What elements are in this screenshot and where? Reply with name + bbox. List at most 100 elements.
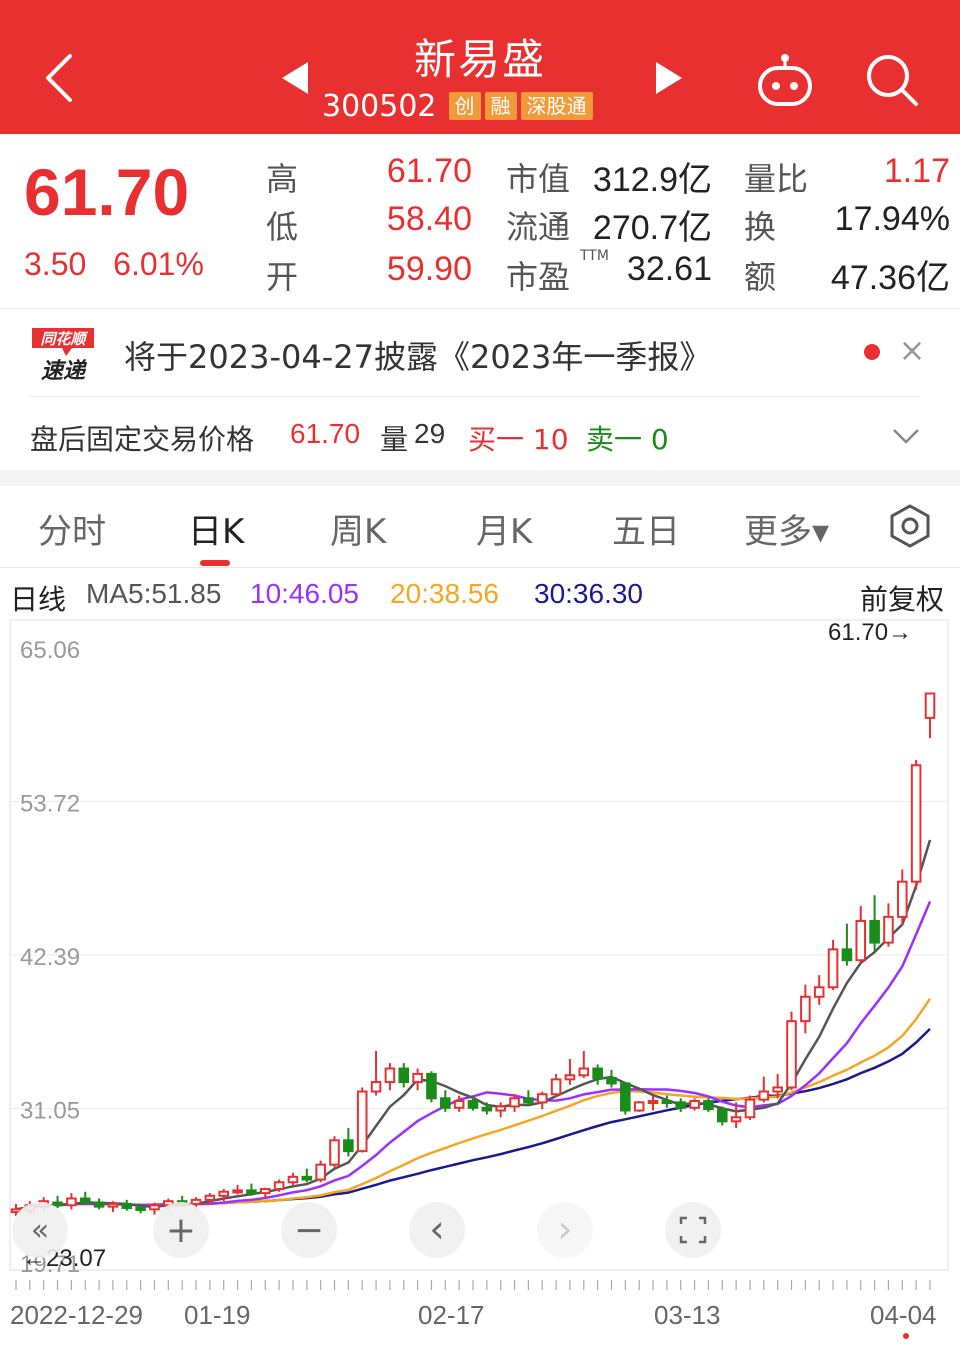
scroll-left-fast-button[interactable]: « [12, 1202, 68, 1258]
candle-up [855, 919, 867, 962]
last-price-marker: 61.70→ [828, 619, 912, 646]
afterhours-vol: 29 [414, 418, 446, 449]
value-turnover: 17.94% [834, 200, 950, 238]
ma-period-label: 日线 [10, 584, 67, 615]
ma5-value: MA5:51.85 [86, 578, 222, 609]
value-mktcap: 312.9亿 [592, 161, 712, 199]
candle-up [744, 1098, 756, 1119]
top-header: 新易盛 300502 创 融 深股通 [0, 0, 960, 134]
candle-down [440, 1097, 451, 1109]
candle-up [633, 1101, 645, 1112]
candle-up [786, 1020, 797, 1089]
candle-up [772, 1086, 783, 1093]
tab-more[interactable]: 更多▾ [744, 512, 830, 552]
afterhours-label: 盘后固定交易价格 [30, 423, 255, 456]
candle-up [550, 1078, 562, 1096]
chevron-right-icon: › [557, 1207, 572, 1251]
zoom-out-button[interactable]: − [281, 1202, 337, 1258]
y-tick-label: 31.05 [20, 1097, 80, 1124]
tag-rong: 融 [484, 92, 517, 120]
value-open: 59.90 [386, 250, 472, 288]
minus-icon: − [294, 1210, 324, 1251]
fullscreen-button[interactable] [665, 1202, 721, 1258]
candle-down [675, 1101, 687, 1109]
candle-up [218, 1190, 230, 1197]
candle-down [523, 1097, 534, 1104]
y-tick-label: 42.39 [20, 944, 80, 971]
fullscreen-icon [679, 1216, 707, 1244]
candle-up [66, 1197, 77, 1207]
candle-up [149, 1204, 160, 1211]
candle-down [426, 1072, 437, 1100]
candle-up [536, 1093, 548, 1104]
candle-up [689, 1100, 700, 1109]
tab-daily-k[interactable]: 日K [188, 512, 245, 552]
zoom-in-button[interactable]: + [153, 1202, 209, 1258]
candle-down [606, 1077, 617, 1085]
candle-down [79, 1197, 91, 1204]
back-arrow-icon[interactable] [36, 48, 86, 108]
candle-down [246, 1189, 257, 1195]
afterhours-buy: 买一 10 [468, 423, 569, 456]
value-pe: 32.61 [626, 250, 712, 288]
tab-weekly-k[interactable]: 周K [330, 512, 387, 552]
unread-dot [864, 344, 880, 360]
label-volratio: 量比 [744, 160, 809, 198]
candle-up [370, 1081, 382, 1093]
chart-tabs: 分时 日K 周K 月K 五日 更多▾ [0, 486, 960, 568]
logo-text-1: 同花顺 [40, 330, 88, 348]
robot-icon[interactable] [752, 50, 818, 110]
candle-down [620, 1082, 631, 1112]
adjust-mode[interactable]: 前复权 [860, 584, 945, 615]
next-stock-icon[interactable] [656, 62, 682, 94]
ma20-value: 20:38.56 [390, 578, 499, 609]
current-price: 61.70 [24, 155, 190, 229]
label-float: 流通 [506, 208, 571, 246]
candle-up [910, 764, 922, 883]
tab-intraday[interactable]: 分时 [38, 512, 106, 552]
x-axis-label: 2022-12-29 [10, 1300, 143, 1330]
label-low: 低 [266, 208, 299, 246]
settings-hexagon-icon[interactable] [886, 502, 934, 550]
prev-icon: « [31, 1213, 49, 1248]
candle-down [135, 1206, 146, 1211]
candle-up [204, 1194, 216, 1201]
close-icon[interactable]: × [898, 331, 926, 369]
candle-up [412, 1072, 423, 1084]
ma10-value: 10:46.05 [250, 578, 359, 609]
candle-down [52, 1201, 63, 1207]
after-hours-row[interactable]: 盘后固定交易价格 61.70 量 29 买一 10 卖一 0 [0, 398, 960, 470]
candle-up [813, 986, 825, 998]
candle-down [343, 1139, 354, 1153]
candle-down [467, 1100, 479, 1109]
scroll-left-button[interactable]: ‹ [409, 1202, 465, 1258]
candle-up [384, 1067, 396, 1084]
x-axis-labels: 2022-12-29 01-19 02-17 03-13 04-04 [10, 1300, 937, 1330]
prev-stock-icon[interactable] [282, 62, 308, 94]
value-volratio: 1.17 [883, 152, 950, 190]
today-dot [903, 1333, 909, 1339]
candle-up [758, 1090, 770, 1101]
candle-up [883, 915, 894, 944]
search-icon[interactable] [862, 50, 922, 110]
candle-up [827, 948, 839, 989]
change-percent: 6.01% [113, 246, 204, 282]
tab-monthly-k[interactable]: 月K [476, 512, 533, 552]
ma-legend: 日线 MA5:51.85 10:46.05 20:38.56 30:36.30 … [0, 576, 960, 616]
chevron-down-icon[interactable] [890, 420, 922, 450]
x-axis-label: 01-19 [184, 1300, 251, 1330]
chart-frame [9, 619, 949, 1271]
scroll-right-button[interactable]: › [537, 1202, 593, 1258]
section-gap [0, 470, 960, 486]
candle-up [107, 1202, 119, 1208]
candle-up [647, 1100, 659, 1105]
candle-up [495, 1105, 506, 1112]
afterhours-vol-label: 量 [380, 423, 409, 456]
ths-express-logo-icon: 同花顺 速递 [32, 328, 94, 384]
y-tick-label: 53.72 [20, 791, 80, 818]
news-banner[interactable]: 同花顺 速递 将于2023-04-27披露《2023年一季报》 [0, 308, 960, 398]
candle-down [592, 1067, 603, 1080]
tab-five-day[interactable]: 五日 [612, 512, 680, 552]
candle-down [121, 1202, 133, 1209]
